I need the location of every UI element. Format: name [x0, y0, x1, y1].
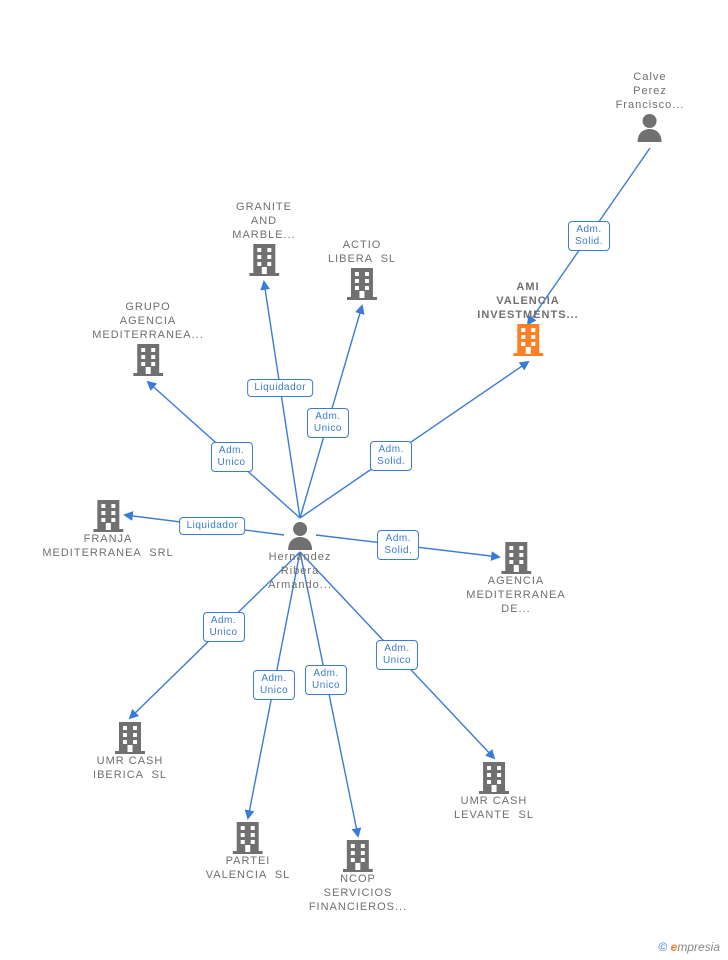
building-icon — [93, 720, 167, 754]
node-label: PARTEI VALENCIA SL — [206, 854, 291, 882]
building-icon — [42, 498, 173, 532]
node-agencia[interactable]: AGENCIA MEDITERRANEA DE... — [466, 540, 565, 616]
edge-label: Adm. Unico — [211, 442, 253, 472]
node-ncop[interactable]: NCOP SERVICIOS FINANCIEROS... — [309, 838, 407, 914]
brand-rest: mpresia — [677, 940, 720, 954]
edge-label: Adm. Solid. — [377, 530, 419, 560]
edge-label: Liquidador — [247, 379, 313, 397]
node-granite[interactable]: GRANITE AND MARBLE... — [232, 200, 295, 276]
edge-label: Adm. Unico — [202, 612, 244, 642]
node-label: AGENCIA MEDITERRANEA DE... — [466, 574, 565, 616]
node-label: AMI VALENCIA INVESTMENTS... — [477, 280, 578, 322]
building-icon — [454, 760, 534, 794]
copyright-symbol: © — [658, 940, 667, 954]
node-umrcashi[interactable]: UMR CASH IBERICA SL — [93, 720, 167, 782]
edge-hernandez-ami — [300, 362, 528, 518]
building-icon — [309, 838, 407, 872]
node-partei[interactable]: PARTEI VALENCIA SL — [206, 820, 291, 882]
node-grupo[interactable]: GRUPO AGENCIA MEDITERRANEA... — [92, 300, 204, 376]
person-icon — [268, 520, 332, 550]
node-label: FRANJA MEDITERRANEA SRL — [42, 532, 173, 560]
node-label: GRANITE AND MARBLE... — [232, 200, 295, 242]
node-label: Hernandez Ribera Armando... — [268, 550, 332, 592]
node-ami[interactable]: AMI VALENCIA INVESTMENTS... — [477, 280, 578, 356]
node-hernandez[interactable]: Hernandez Ribera Armando... — [268, 520, 332, 592]
watermark: © empresia — [658, 940, 720, 954]
node-actio[interactable]: ACTIO LIBERA SL — [328, 238, 396, 300]
edge-label: Adm. Solid. — [370, 441, 412, 471]
building-icon — [466, 540, 565, 574]
edge-label: Adm. Unico — [376, 640, 418, 670]
node-label: NCOP SERVICIOS FINANCIEROS... — [309, 872, 407, 914]
building-icon — [232, 242, 295, 276]
node-calve[interactable]: Calve Perez Francisco... — [616, 70, 685, 142]
edge-hernandez-granite — [264, 282, 300, 518]
building-icon — [328, 266, 396, 300]
node-label: UMR CASH IBERICA SL — [93, 754, 167, 782]
node-franja[interactable]: FRANJA MEDITERRANEA SRL — [42, 498, 173, 560]
building-icon — [206, 820, 291, 854]
node-label: Calve Perez Francisco... — [616, 70, 685, 112]
person-icon — [616, 112, 685, 142]
edge-label: Adm. Unico — [305, 665, 347, 695]
node-label: GRUPO AGENCIA MEDITERRANEA... — [92, 300, 204, 342]
building-icon — [92, 342, 204, 376]
edges-layer — [0, 0, 728, 960]
edge-label: Adm. Unico — [307, 408, 349, 438]
edge-label: Adm. Solid. — [568, 221, 610, 251]
node-umrcashl[interactable]: UMR CASH LEVANTE SL — [454, 760, 534, 822]
diagram-canvas: Calve Perez Francisco... AMI VALENCIA IN… — [0, 0, 728, 960]
node-label: UMR CASH LEVANTE SL — [454, 794, 534, 822]
edge-label: Adm. Unico — [253, 670, 295, 700]
building-icon — [477, 322, 578, 356]
edge-label: Liquidador — [180, 517, 246, 535]
node-label: ACTIO LIBERA SL — [328, 238, 396, 266]
